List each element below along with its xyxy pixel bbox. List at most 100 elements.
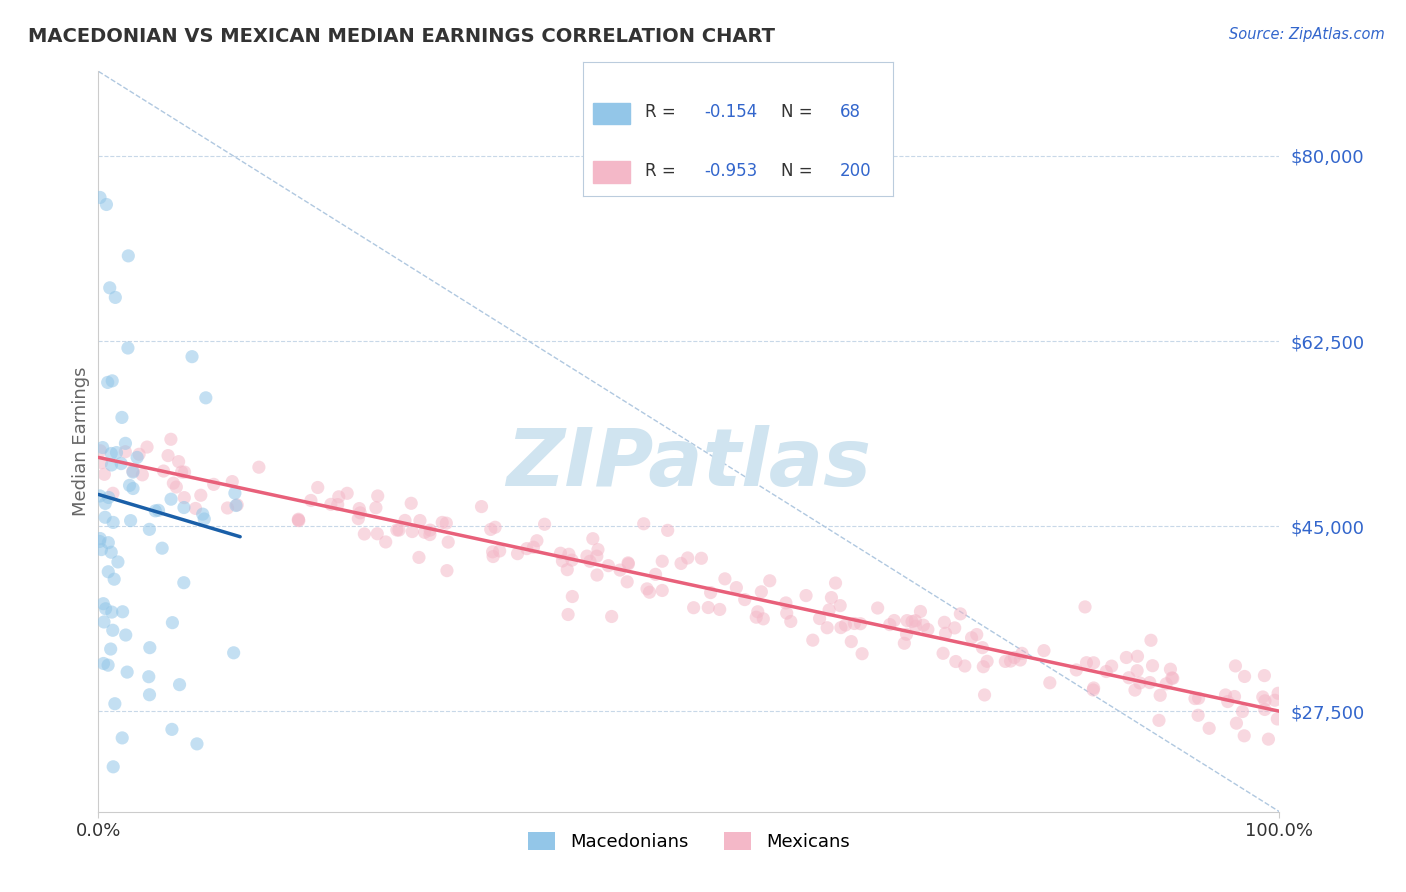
Point bbox=[93, 467, 115, 482]
Point bbox=[1253, 668, 1275, 682]
Point bbox=[617, 556, 640, 570]
Point bbox=[866, 601, 889, 615]
Point bbox=[972, 640, 994, 655]
Point bbox=[1115, 650, 1137, 665]
Point bbox=[775, 596, 797, 610]
Point bbox=[287, 512, 309, 526]
Point bbox=[409, 514, 432, 528]
Text: 68: 68 bbox=[841, 103, 862, 121]
Point bbox=[111, 410, 134, 425]
Point bbox=[111, 605, 134, 619]
Point bbox=[89, 190, 111, 204]
Point bbox=[651, 554, 673, 568]
Point bbox=[1076, 656, 1098, 670]
Point bbox=[758, 574, 780, 588]
Point bbox=[117, 249, 139, 263]
Point bbox=[90, 542, 112, 557]
Point bbox=[247, 460, 270, 475]
Point bbox=[114, 628, 136, 642]
Point bbox=[585, 549, 607, 564]
Point bbox=[97, 565, 120, 579]
Point bbox=[1257, 732, 1279, 747]
Point bbox=[1159, 662, 1181, 676]
Point bbox=[419, 527, 441, 541]
Point bbox=[896, 627, 918, 641]
Point bbox=[633, 516, 655, 531]
Point bbox=[202, 477, 225, 491]
Point bbox=[579, 554, 602, 568]
Point bbox=[558, 547, 581, 561]
Point bbox=[162, 476, 184, 491]
Point bbox=[90, 456, 112, 470]
Point bbox=[1140, 633, 1163, 648]
Point bbox=[699, 585, 721, 599]
Point bbox=[136, 440, 159, 454]
Point bbox=[945, 655, 967, 669]
Point bbox=[193, 512, 215, 526]
Point bbox=[516, 541, 538, 556]
Point bbox=[949, 607, 972, 621]
Point bbox=[1184, 691, 1206, 706]
Point bbox=[1160, 671, 1182, 685]
Point bbox=[169, 678, 191, 692]
Point bbox=[328, 490, 350, 504]
Point bbox=[638, 585, 661, 599]
Point bbox=[167, 455, 190, 469]
Point bbox=[586, 568, 609, 582]
Point bbox=[1215, 688, 1237, 702]
Point bbox=[818, 603, 841, 617]
Point bbox=[336, 486, 359, 500]
Point bbox=[824, 576, 846, 591]
Point bbox=[122, 464, 145, 478]
Point bbox=[561, 553, 583, 567]
Text: N =: N = bbox=[782, 161, 813, 180]
Point bbox=[110, 457, 132, 471]
Point bbox=[100, 458, 122, 472]
Point bbox=[1223, 690, 1246, 704]
Point bbox=[1118, 671, 1140, 685]
Point bbox=[226, 498, 249, 512]
Point bbox=[851, 647, 873, 661]
Point bbox=[830, 621, 852, 635]
Point bbox=[820, 591, 842, 605]
Point bbox=[1198, 721, 1220, 735]
Point bbox=[801, 633, 824, 648]
Point bbox=[934, 615, 956, 630]
Point bbox=[617, 557, 640, 571]
Point bbox=[1254, 694, 1277, 708]
Point bbox=[93, 657, 115, 671]
Point bbox=[138, 688, 160, 702]
Point bbox=[120, 514, 142, 528]
Point bbox=[100, 545, 122, 559]
Point bbox=[1161, 671, 1184, 685]
Point bbox=[1265, 712, 1288, 726]
Point bbox=[100, 642, 122, 657]
Point bbox=[1251, 690, 1274, 704]
Point bbox=[484, 520, 506, 534]
Point bbox=[808, 611, 831, 625]
Point bbox=[160, 492, 183, 507]
Point bbox=[815, 621, 838, 635]
Point bbox=[194, 391, 217, 405]
Point bbox=[93, 615, 115, 629]
Point bbox=[1187, 691, 1209, 706]
Point bbox=[160, 432, 183, 446]
Point bbox=[586, 542, 609, 557]
Point bbox=[221, 475, 243, 489]
Point bbox=[972, 659, 994, 673]
Point bbox=[319, 497, 342, 511]
Point bbox=[1083, 656, 1105, 670]
Point bbox=[165, 480, 187, 494]
Point bbox=[394, 513, 416, 527]
Point bbox=[751, 584, 773, 599]
Point bbox=[644, 567, 666, 582]
Point bbox=[1126, 649, 1149, 664]
Point bbox=[616, 574, 638, 589]
Point bbox=[96, 197, 118, 211]
Point bbox=[973, 688, 995, 702]
Point bbox=[103, 760, 125, 774]
Point bbox=[150, 541, 173, 556]
Point bbox=[374, 535, 396, 549]
Point bbox=[960, 631, 983, 645]
Point bbox=[794, 589, 817, 603]
